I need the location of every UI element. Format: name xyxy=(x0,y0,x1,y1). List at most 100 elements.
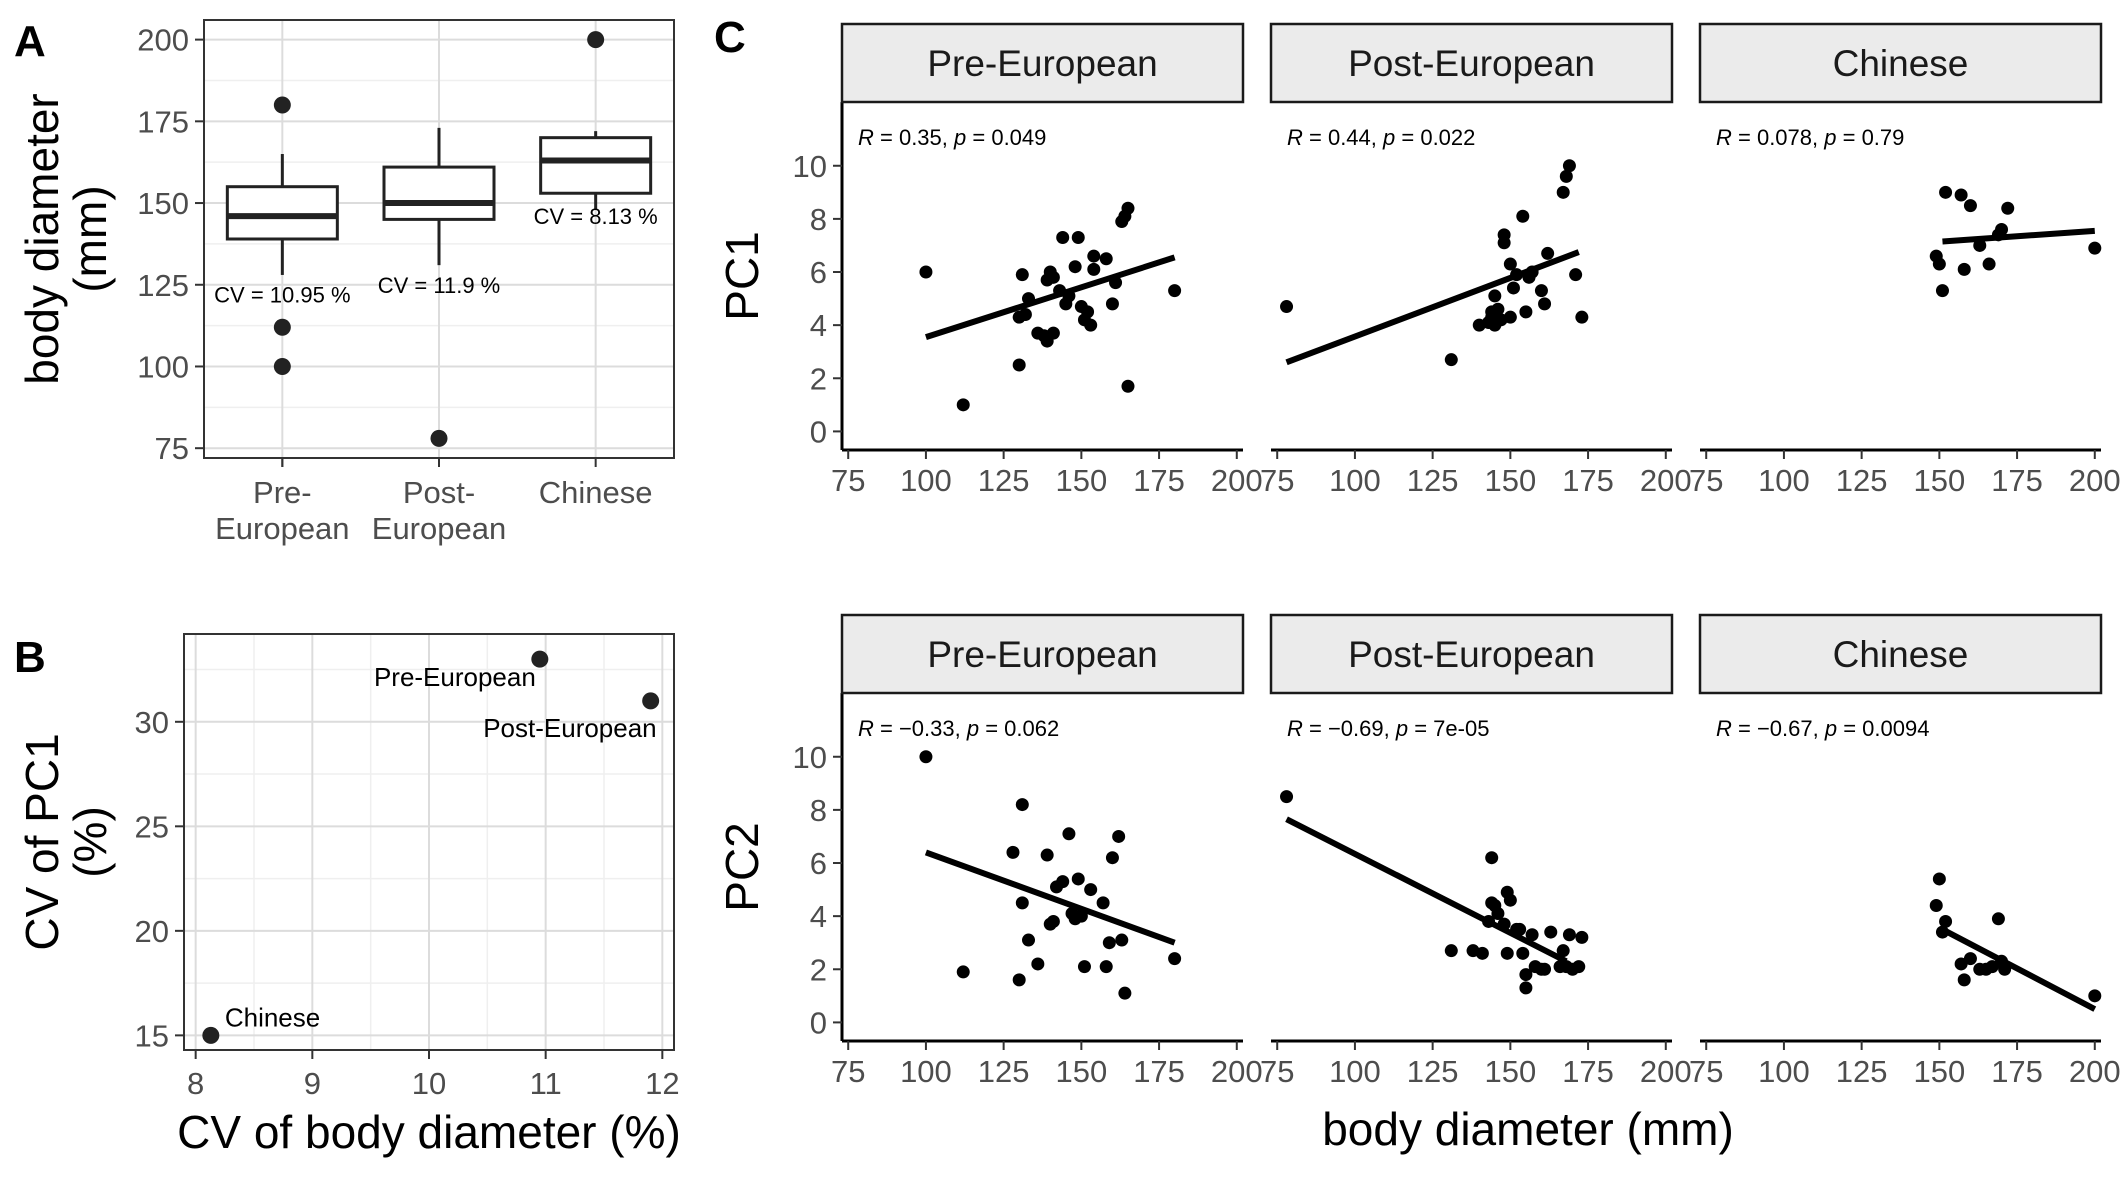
panel-c-x-tick-label: 75 xyxy=(1689,1054,1723,1089)
panel-c-x-tick-label: 200 xyxy=(1211,463,1263,498)
panel-a-y-tick-label: 125 xyxy=(137,268,189,303)
panel-c-point xyxy=(1046,326,1060,340)
panel-c-point xyxy=(1525,265,1539,279)
panel-c-point xyxy=(2001,201,2015,215)
panel-c-point xyxy=(1991,912,2005,926)
panel-b-scatter: 8 9 10 11 12 15 20 25 30 Pre-European Post-Europea… xyxy=(16,633,681,1158)
panel-a-y-axis-title-line: (mm) xyxy=(64,185,116,292)
panel-c-x-tick-label: 125 xyxy=(1836,1054,1888,1089)
panel-c-point xyxy=(956,965,970,979)
panel-c-point xyxy=(1087,262,1101,276)
panel-c-x-tick-label: 150 xyxy=(1055,1054,1107,1089)
panel-c-x-tick-label: 100 xyxy=(900,1054,952,1089)
panel-c-point xyxy=(1071,230,1085,244)
panel-c-stat-r-symbol: R xyxy=(1716,716,1732,741)
panel-c-fit-line xyxy=(924,849,1176,946)
panel-c-stat-p-value: = 0.79 xyxy=(1837,125,1905,150)
panel-c-x-tick-label: 75 xyxy=(831,1054,865,1089)
panel-c-facet-strip xyxy=(1269,22,1674,104)
panel-c-facet-strip-label: Post-European xyxy=(1348,634,1595,675)
panel-c-point xyxy=(1115,933,1129,947)
panel-c-point xyxy=(1046,914,1060,928)
panel-c-x-axis-title: body diameter (mm) xyxy=(1322,1103,1734,1155)
panel-a-outlier xyxy=(587,31,605,49)
panel-c-point xyxy=(919,265,933,279)
panel-b-point-label: Post-European xyxy=(483,713,656,743)
panel-c-x-tick-label: 175 xyxy=(1562,463,1614,498)
panel-c-fit-line xyxy=(1942,227,2095,245)
panel-c-facet: Pre-European 75 100 125 150 175 200 R = 0.35, p… xyxy=(831,22,1263,498)
panel-c-point xyxy=(1081,305,1095,319)
panel-c-y-tick-label: 0 xyxy=(810,1005,827,1040)
panel-c-y-tick-label: 10 xyxy=(793,740,827,775)
panel-c-point xyxy=(1575,310,1589,324)
panel-b-point xyxy=(642,692,660,710)
panel-c-x-tick-label: 175 xyxy=(1133,1054,1185,1089)
panel-c-point xyxy=(1077,960,1091,974)
panel-c-stat-p-symbol: p xyxy=(1823,125,1836,150)
panel-c-x-tick-label: 75 xyxy=(1260,1054,1294,1089)
panel-c-point xyxy=(1475,946,1489,960)
panel-c-facet-strip-label: Chinese xyxy=(1833,634,1969,675)
panel-c-facet: Chinese 75 100 125 150 175 200 R = 0.078, p = 0… xyxy=(1689,22,2121,498)
panel-c-point xyxy=(1503,257,1517,271)
panel-c-point xyxy=(1935,284,1949,298)
panel-c-point xyxy=(1280,300,1294,314)
panel-b-y-tick-label: 15 xyxy=(135,1018,169,1053)
panel-c-point xyxy=(1963,952,1977,966)
panel-c-point xyxy=(1538,297,1552,311)
panel-c-stat-r-value: = 0.078, xyxy=(1732,125,1824,150)
panel-a-x-tick-label: Pre- xyxy=(253,475,312,510)
panel-b-y-tick-label: 25 xyxy=(135,809,169,844)
panel-a-cv-label: CV = 10.95 % xyxy=(214,283,350,308)
panel-b-point xyxy=(531,650,549,668)
panel-a-box xyxy=(539,136,653,195)
panel-c-point xyxy=(1519,305,1533,319)
panel-c-point xyxy=(1012,358,1026,372)
panel-c-point xyxy=(1022,292,1036,306)
panel-c-point xyxy=(1015,268,1029,282)
panel-c-point xyxy=(1998,962,2012,976)
panel-c-point xyxy=(1488,289,1502,303)
panel-c-x-tick-label: 150 xyxy=(1484,1054,1536,1089)
panel-c-point xyxy=(1012,973,1026,987)
panel-b-y-tick-label: 20 xyxy=(135,914,169,949)
panel-c-point xyxy=(1491,302,1505,316)
panel-a-y-tick-label: 100 xyxy=(137,349,189,384)
panel-c-facet: Pre-European 75 100 125 150 175 200 R = −0.33, … xyxy=(831,613,1263,1089)
panel-c-x-tick-label: 100 xyxy=(1329,463,1381,498)
panel-c-point xyxy=(1118,986,1132,1000)
panel-c-point xyxy=(1015,798,1029,812)
panel-c-point xyxy=(1497,917,1511,931)
panel-c-stat-r-symbol: R xyxy=(1287,125,1303,150)
panel-c-point xyxy=(1280,790,1294,804)
panel-c-facet-strip-label: Pre-European xyxy=(927,43,1157,84)
panel-c-stat-p-symbol: p xyxy=(1382,125,1395,150)
panel-c-stat-label: R = 0.078, p = 0.79 xyxy=(1716,125,1904,150)
panel-a-cv-label: CV = 8.13 % xyxy=(534,204,658,229)
panel-c-facet-strip xyxy=(1698,22,2103,104)
panel-c-x-tick-label: 125 xyxy=(978,463,1030,498)
panel-b-x-tick-label: 12 xyxy=(645,1066,679,1101)
panel-c-point xyxy=(1954,188,1968,202)
panel-c-stat-r-value: = 0.44, xyxy=(1303,125,1383,150)
panel-a-x-tick-label: Post- xyxy=(403,475,475,510)
panel-c-x-tick-label: 175 xyxy=(1562,1054,1614,1089)
panel-b-point-label: Pre-European xyxy=(374,662,536,692)
panel-b-y-axis-title-line: (%) xyxy=(64,806,116,878)
panel-c-point xyxy=(1963,199,1977,213)
panel-a-x-tick-label: European xyxy=(215,511,349,546)
panel-a-plot-border xyxy=(203,19,675,459)
panel-c-point xyxy=(1074,909,1088,923)
panel-c-point xyxy=(919,750,933,764)
panel-c-point xyxy=(1519,968,1533,982)
panel-c-facet-strip-label: Chinese xyxy=(1833,43,1969,84)
panel-c-x-tick-label: 125 xyxy=(978,1054,1030,1089)
panel-c-stat-p-symbol: p xyxy=(966,716,979,741)
panel-c-point xyxy=(1485,851,1499,865)
panel-c-x-tick-label: 175 xyxy=(1991,1054,2043,1089)
panel-c-point xyxy=(1506,281,1520,295)
panel-c-facet: Post-European 75 100 125 150 175 200 R = 0.44, … xyxy=(1260,22,1692,498)
panel-c-point xyxy=(1957,262,1971,276)
panel-c-point xyxy=(1995,223,2009,237)
